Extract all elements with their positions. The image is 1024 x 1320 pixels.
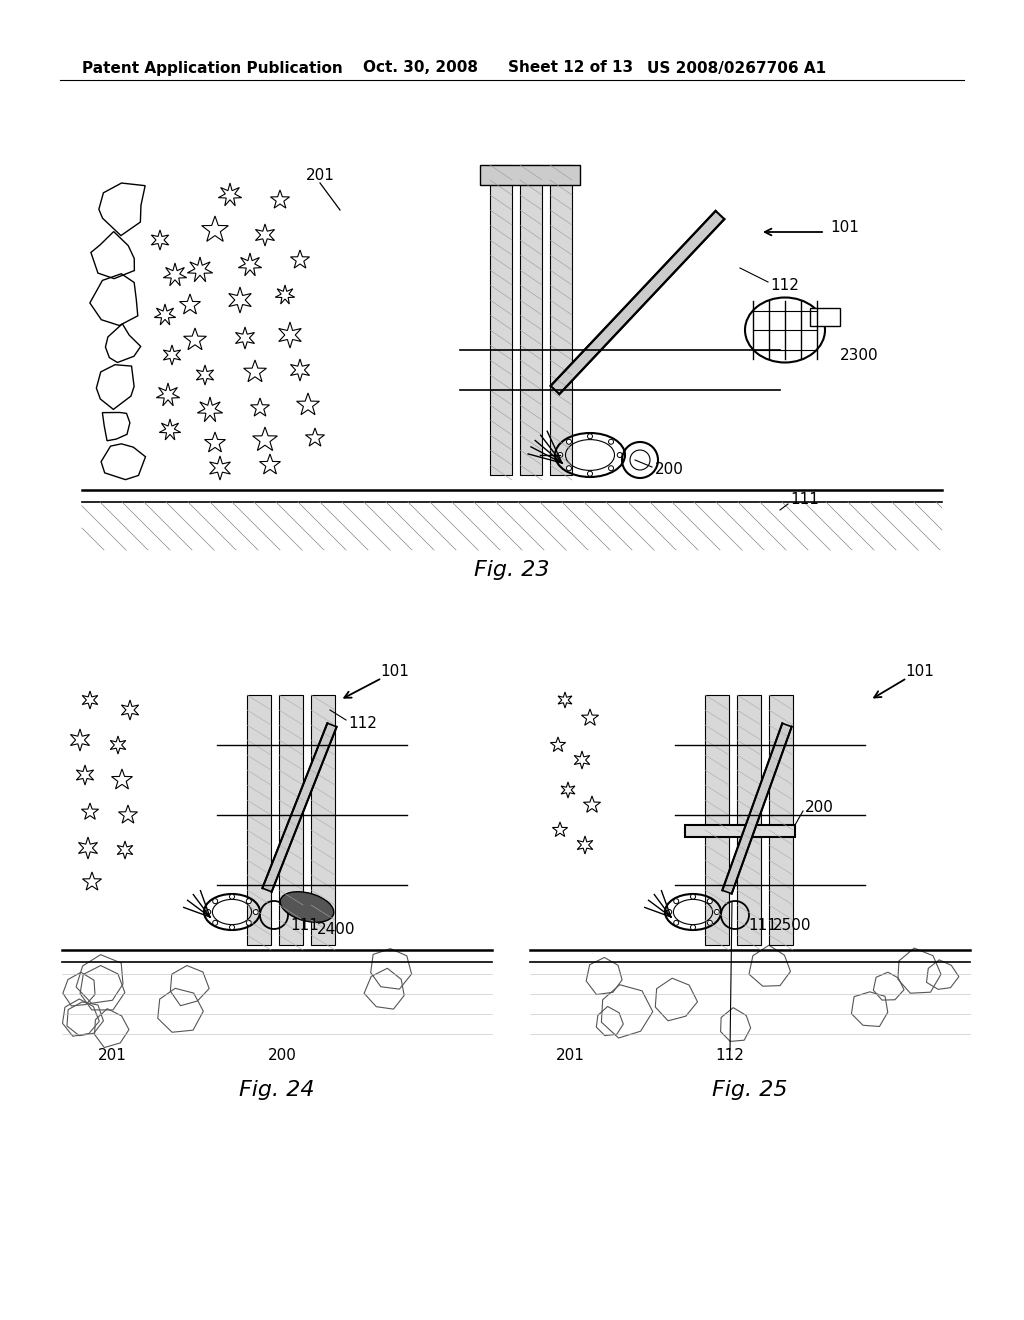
Circle shape [708,899,713,904]
Text: Sheet 12 of 13: Sheet 12 of 13 [508,61,633,75]
Text: 200: 200 [655,462,684,478]
Bar [769,696,793,945]
Bar [737,696,761,945]
Circle shape [213,920,218,925]
Circle shape [608,466,613,471]
Text: Patent Application Publication: Patent Application Publication [82,61,343,75]
Text: 2300: 2300 [840,347,879,363]
Bar [810,308,840,326]
Text: Fig. 23: Fig. 23 [474,560,550,579]
Text: Oct. 30, 2008: Oct. 30, 2008 [362,61,478,75]
Bar [279,696,303,945]
Text: 101: 101 [905,664,934,680]
Circle shape [667,909,672,915]
Circle shape [674,899,679,904]
Text: 112: 112 [348,715,377,730]
Text: 201: 201 [556,1048,585,1063]
Circle shape [247,920,251,925]
Polygon shape [262,723,337,892]
Bar [311,696,335,945]
Circle shape [690,925,695,929]
Circle shape [253,909,258,915]
Text: Fig. 25: Fig. 25 [713,1080,787,1100]
Text: 201: 201 [97,1048,126,1063]
Circle shape [690,894,695,899]
Circle shape [229,925,234,929]
Bar [685,825,795,837]
Circle shape [617,453,623,458]
Text: 201: 201 [305,168,335,182]
Text: Fig. 24: Fig. 24 [240,1080,314,1100]
Polygon shape [551,211,724,395]
Circle shape [674,920,679,925]
Text: 2500: 2500 [773,919,811,933]
Text: 111: 111 [748,919,777,933]
Ellipse shape [281,892,334,923]
Text: 101: 101 [830,220,859,235]
Bar [705,696,729,945]
Text: 111: 111 [290,919,318,933]
Circle shape [229,894,234,899]
Bar [480,165,580,185]
Circle shape [715,909,719,915]
Text: 111: 111 [790,492,819,507]
Bar [520,165,542,475]
Circle shape [608,440,613,445]
Bar [550,165,572,475]
Text: 101: 101 [380,664,409,680]
Text: 112: 112 [716,1048,744,1063]
Bar [247,696,271,945]
Circle shape [566,440,571,445]
Polygon shape [722,723,792,894]
Circle shape [247,899,251,904]
Circle shape [566,466,571,471]
Circle shape [588,434,593,438]
Text: 200: 200 [267,1048,296,1063]
Circle shape [558,453,563,458]
Text: 200: 200 [805,800,834,814]
Circle shape [708,920,713,925]
Circle shape [213,899,218,904]
Circle shape [588,471,593,477]
Text: US 2008/0267706 A1: US 2008/0267706 A1 [647,61,826,75]
Text: 2400: 2400 [317,921,355,936]
Text: 112: 112 [770,277,799,293]
Bar [490,165,512,475]
Circle shape [206,909,211,915]
